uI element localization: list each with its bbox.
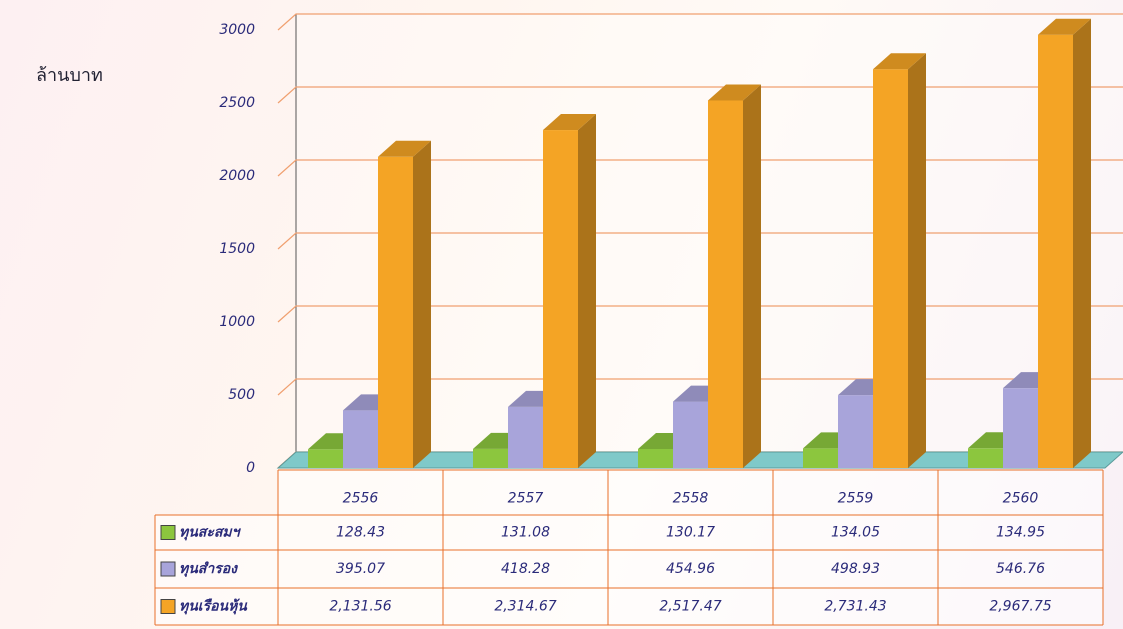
bar-top xyxy=(873,53,926,70)
grid-line xyxy=(277,86,1123,104)
bar-side xyxy=(578,114,596,469)
bar xyxy=(873,53,926,469)
y-tick-label: 1000 xyxy=(219,314,255,330)
table-cell: 498.93 xyxy=(831,561,880,577)
x-tick-label: 2558 xyxy=(673,491,709,507)
bar xyxy=(378,140,431,468)
grid-line xyxy=(277,378,1123,396)
bar-side xyxy=(908,53,926,469)
table-header-bg xyxy=(278,470,1103,515)
y-axis-label: ล้านบาท xyxy=(36,65,103,86)
table-cell: 134.95 xyxy=(996,525,1045,541)
bar-front xyxy=(308,449,343,468)
bar xyxy=(543,114,596,469)
legend-swatch xyxy=(160,561,176,577)
bar-front xyxy=(838,395,873,468)
grid-line xyxy=(277,232,1123,250)
legend-swatch xyxy=(160,599,176,614)
table-cell: 2,731.43 xyxy=(824,599,886,615)
table-cell: 454.96 xyxy=(666,561,715,577)
bar-front xyxy=(673,401,708,468)
table-cell: 546.76 xyxy=(996,561,1045,577)
bar xyxy=(1038,18,1091,469)
x-tick-label: 2560 xyxy=(1003,491,1039,507)
x-tick-label: 2557 xyxy=(508,491,544,507)
legend-swatch xyxy=(160,525,176,540)
table-body-bg xyxy=(155,515,1103,625)
table-cell: 418.28 xyxy=(501,561,550,577)
x-tick-label: 2559 xyxy=(838,491,874,507)
y-tick-label: 2000 xyxy=(219,168,255,184)
table-cell: 128.43 xyxy=(336,525,385,541)
bar xyxy=(708,84,761,469)
bar-top xyxy=(1038,18,1091,35)
bar-front xyxy=(378,156,413,468)
y-tick-label: 2500 xyxy=(219,95,255,111)
bar-front xyxy=(473,448,508,468)
bar-side xyxy=(743,84,761,469)
y-tick-label: 0 xyxy=(246,460,255,476)
y-tick-label: 500 xyxy=(228,387,255,403)
bar-front xyxy=(543,130,578,469)
bar-front xyxy=(508,406,543,468)
legend-label: ทุนเรือนหุ้น xyxy=(179,598,248,615)
table-cell: 2,314.67 xyxy=(494,599,556,615)
table-cell: 2,517.47 xyxy=(659,599,721,615)
grid-line xyxy=(277,159,1123,177)
grid-line xyxy=(277,305,1123,323)
bar-front xyxy=(1038,34,1073,469)
bar-front xyxy=(343,410,378,468)
bar-top xyxy=(378,140,431,157)
bar-side xyxy=(1073,18,1091,469)
table-cell: 2,967.75 xyxy=(989,599,1051,615)
bar-top xyxy=(543,114,596,131)
bar-front xyxy=(873,69,908,469)
y-tick-label: 1500 xyxy=(219,241,255,257)
bar-front xyxy=(1003,388,1038,468)
legend-label: ทุนสำรอง xyxy=(179,561,238,577)
bar-front xyxy=(708,100,743,469)
legend-label: ทุนสะสมฯ xyxy=(179,525,242,541)
table-cell: 130.17 xyxy=(666,525,715,541)
table-cell: 395.07 xyxy=(336,561,385,577)
table-cell: 2,131.56 xyxy=(329,599,391,615)
bar-top xyxy=(708,84,761,101)
y-tick-label: 3000 xyxy=(219,22,255,38)
bar-side xyxy=(413,140,431,468)
x-tick-label: 2556 xyxy=(343,491,379,507)
grid-line xyxy=(277,13,1123,31)
bar-front xyxy=(803,448,838,468)
table-cell: 131.08 xyxy=(501,525,550,541)
bar-front xyxy=(968,448,1003,468)
bar-front xyxy=(638,448,673,468)
table-cell: 134.05 xyxy=(831,525,880,541)
